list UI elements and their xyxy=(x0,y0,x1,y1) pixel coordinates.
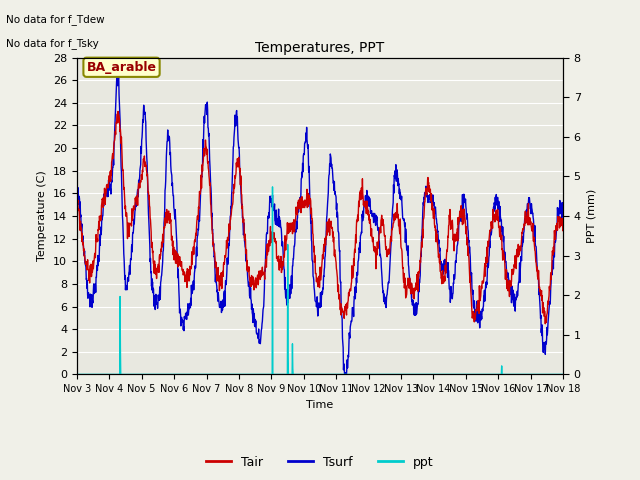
Text: BA_arable: BA_arable xyxy=(86,61,157,74)
Text: No data for f_Tdew: No data for f_Tdew xyxy=(6,14,105,25)
Text: No data for f_Tsky: No data for f_Tsky xyxy=(6,38,99,49)
Legend: Tair, Tsurf, ppt: Tair, Tsurf, ppt xyxy=(202,451,438,474)
X-axis label: Time: Time xyxy=(307,400,333,409)
Y-axis label: PPT (mm): PPT (mm) xyxy=(586,189,596,243)
Title: Temperatures, PPT: Temperatures, PPT xyxy=(255,41,385,55)
Y-axis label: Temperature (C): Temperature (C) xyxy=(37,170,47,262)
